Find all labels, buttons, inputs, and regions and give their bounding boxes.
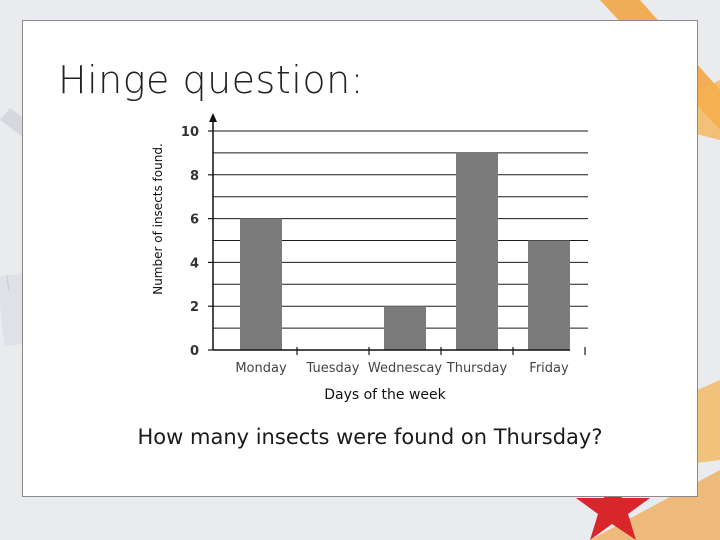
y-tick-label: 4 xyxy=(190,256,199,271)
bar-friday xyxy=(528,240,570,350)
bar-thursday xyxy=(456,152,498,350)
y-axis-arrow xyxy=(209,113,217,122)
bar-chart: 0 2 4 6 8 10 Monday Tuesday Wednescay Thursday Fri… xyxy=(180,108,590,380)
y-tick-label: 10 xyxy=(181,125,199,140)
x-tick-label: Friday xyxy=(529,361,569,376)
chart-svg: 0 2 4 6 8 10 Monday Tuesday Wednescay Thursday Fri… xyxy=(181,113,588,376)
question-text: How many insects were found on Thursday? xyxy=(137,425,603,449)
x-tick-label: Wednescay xyxy=(368,361,442,376)
y-tick-label: 0 xyxy=(190,344,199,359)
x-tick-label: Monday xyxy=(235,361,287,376)
y-tick-label: 2 xyxy=(190,300,199,315)
x-tick-label: Thursday xyxy=(446,361,508,376)
slide-title: Hinge question: xyxy=(58,58,364,102)
y-tick-label: 8 xyxy=(190,169,199,184)
y-axis-label: Number of insects found. xyxy=(151,143,165,295)
x-axis-label: Days of the week xyxy=(324,387,446,403)
y-tick-label: 6 xyxy=(190,213,199,228)
bar-monday xyxy=(240,218,282,350)
bar-wednescay xyxy=(384,306,426,350)
x-tick-label: Tuesday xyxy=(306,361,360,376)
